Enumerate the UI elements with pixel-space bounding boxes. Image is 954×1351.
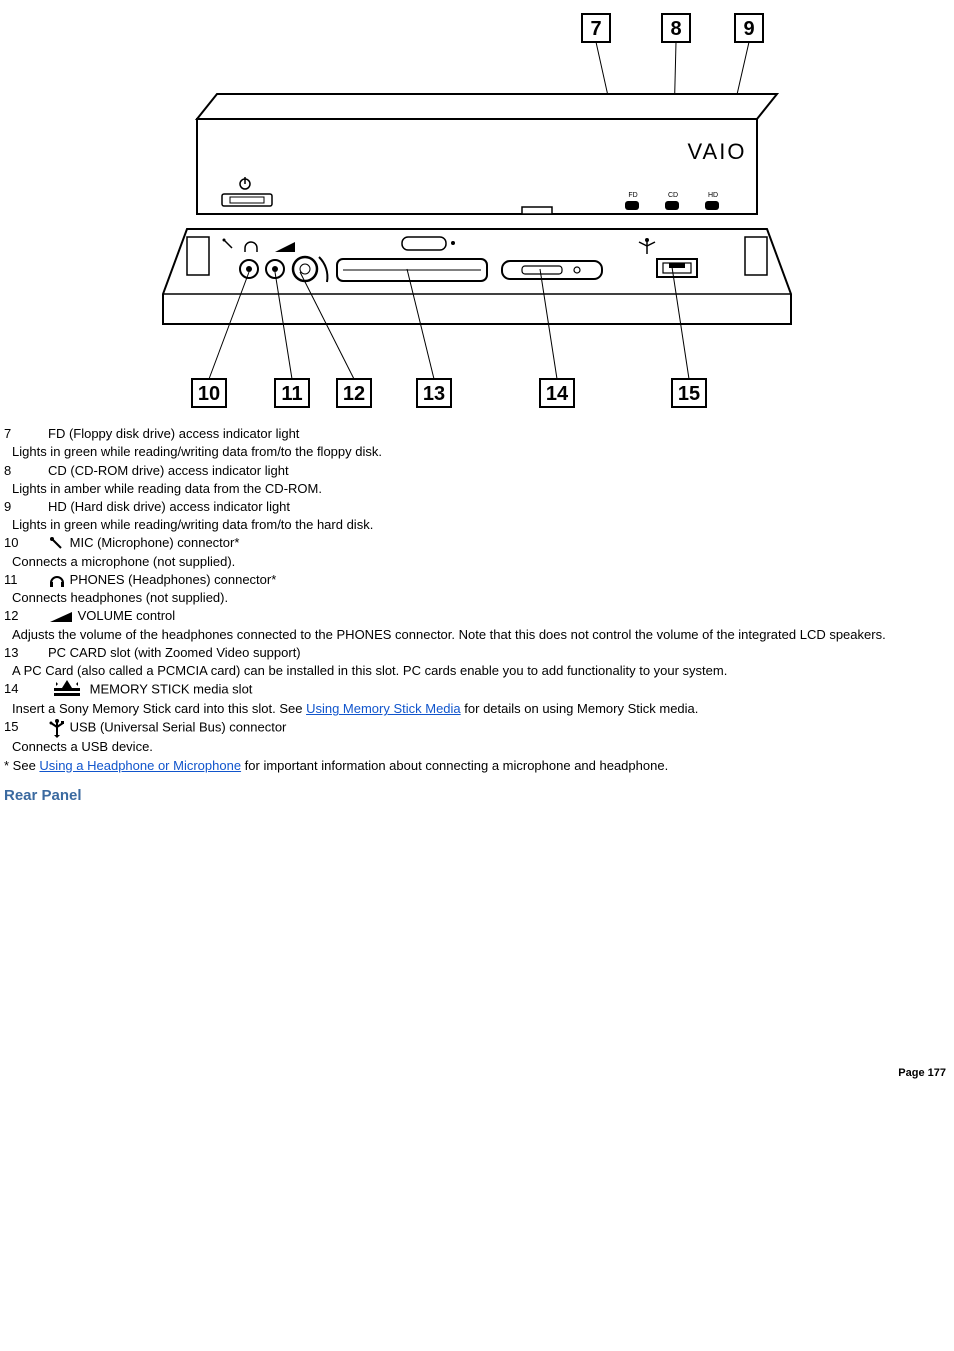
mstick-icon bbox=[48, 682, 86, 697]
svg-text:10: 10 bbox=[198, 383, 220, 405]
item-15: 15 USB (Universal Serial Bus) connector bbox=[4, 718, 950, 738]
svg-text:FD: FD bbox=[628, 192, 637, 199]
item-number: 12 bbox=[4, 607, 48, 625]
item-title: USB (Universal Serial Bus) connector bbox=[70, 720, 287, 735]
svg-text:9: 9 bbox=[743, 18, 754, 40]
svg-text:VAIO: VAIO bbox=[688, 139, 747, 164]
item-description: Connects a USB device. bbox=[12, 738, 950, 756]
item-title: CD (CD-ROM drive) access indicator light bbox=[48, 463, 289, 478]
footnote-pre: * See bbox=[4, 758, 39, 773]
svg-text:12: 12 bbox=[343, 383, 365, 405]
items-list: 7FD (Floppy disk drive) access indicator… bbox=[4, 425, 950, 756]
svg-text:7: 7 bbox=[590, 18, 601, 40]
item-title: MIC (Microphone) connector* bbox=[70, 535, 240, 550]
page-number: Page 177 bbox=[4, 1066, 950, 1081]
svg-text:8: 8 bbox=[670, 18, 681, 40]
diagram-svg: 7 8 9 VAIO FD CD HD 10 11 12 13 14 15 bbox=[127, 4, 827, 414]
item-14: 14 MEMORY STICK media slot bbox=[4, 680, 950, 700]
svg-text:15: 15 bbox=[678, 383, 700, 405]
item-title: PC CARD slot (with Zoomed Video support) bbox=[48, 645, 301, 660]
item-title: MEMORY STICK media slot bbox=[90, 682, 253, 697]
item-number: 7 bbox=[4, 425, 48, 443]
desc-post: for details on using Memory Stick media. bbox=[461, 701, 699, 716]
item-8: 8CD (CD-ROM drive) access indicator ligh… bbox=[4, 462, 950, 480]
item-description: Adjusts the volume of the headphones con… bbox=[12, 626, 950, 644]
section-heading: Rear Panel bbox=[4, 785, 950, 806]
phones-icon bbox=[48, 572, 66, 587]
item-9: 9HD (Hard disk drive) access indicator l… bbox=[4, 498, 950, 516]
item-title: VOLUME control bbox=[78, 608, 176, 623]
front-panel-diagram: 7 8 9 VAIO FD CD HD 10 11 12 13 14 15 bbox=[4, 4, 950, 419]
item-title: FD (Floppy disk drive) access indicator … bbox=[48, 426, 299, 441]
footnote-post: for important information about connecti… bbox=[241, 758, 668, 773]
volume-icon bbox=[48, 608, 74, 623]
footnote-link[interactable]: Using a Headphone or Microphone bbox=[39, 758, 241, 773]
item-7: 7FD (Floppy disk drive) access indicator… bbox=[4, 425, 950, 443]
item-13: 13PC CARD slot (with Zoomed Video suppor… bbox=[4, 644, 950, 662]
item-description: Connects headphones (not supplied). bbox=[12, 589, 950, 607]
item-title: PHONES (Headphones) connector* bbox=[70, 572, 277, 587]
svg-text:14: 14 bbox=[546, 383, 569, 405]
item-10: 10 MIC (Microphone) connector* bbox=[4, 534, 950, 552]
item-12: 12 VOLUME control bbox=[4, 607, 950, 625]
item-number: 10 bbox=[4, 534, 48, 552]
item-description: A PC Card (also called a PCMCIA card) ca… bbox=[12, 662, 950, 680]
desc-pre: Insert a Sony Memory Stick card into thi… bbox=[12, 701, 306, 716]
item-number: 8 bbox=[4, 462, 48, 480]
usb-icon bbox=[48, 720, 66, 735]
footnote: * See Using a Headphone or Microphone fo… bbox=[4, 757, 950, 775]
svg-text:CD: CD bbox=[668, 192, 678, 199]
item-number: 9 bbox=[4, 498, 48, 516]
item-description: Insert a Sony Memory Stick card into thi… bbox=[12, 700, 950, 718]
item-11: 11 PHONES (Headphones) connector* bbox=[4, 571, 950, 590]
item-number: 14 bbox=[4, 680, 48, 698]
item-description: Lights in green while reading/writing da… bbox=[12, 443, 950, 461]
mic-icon bbox=[48, 535, 66, 550]
item-description: Connects a microphone (not supplied). bbox=[12, 553, 950, 571]
item-number: 13 bbox=[4, 644, 48, 662]
item-description: Lights in amber while reading data from … bbox=[12, 480, 950, 498]
svg-text:13: 13 bbox=[423, 383, 445, 405]
svg-text:11: 11 bbox=[281, 383, 302, 405]
svg-text:HD: HD bbox=[708, 192, 718, 199]
item-number: 15 bbox=[4, 718, 48, 736]
item-description: Lights in green while reading/writing da… bbox=[12, 516, 950, 534]
item-number: 11 bbox=[4, 571, 48, 589]
item-title: HD (Hard disk drive) access indicator li… bbox=[48, 499, 290, 514]
desc-link[interactable]: Using Memory Stick Media bbox=[306, 701, 461, 716]
